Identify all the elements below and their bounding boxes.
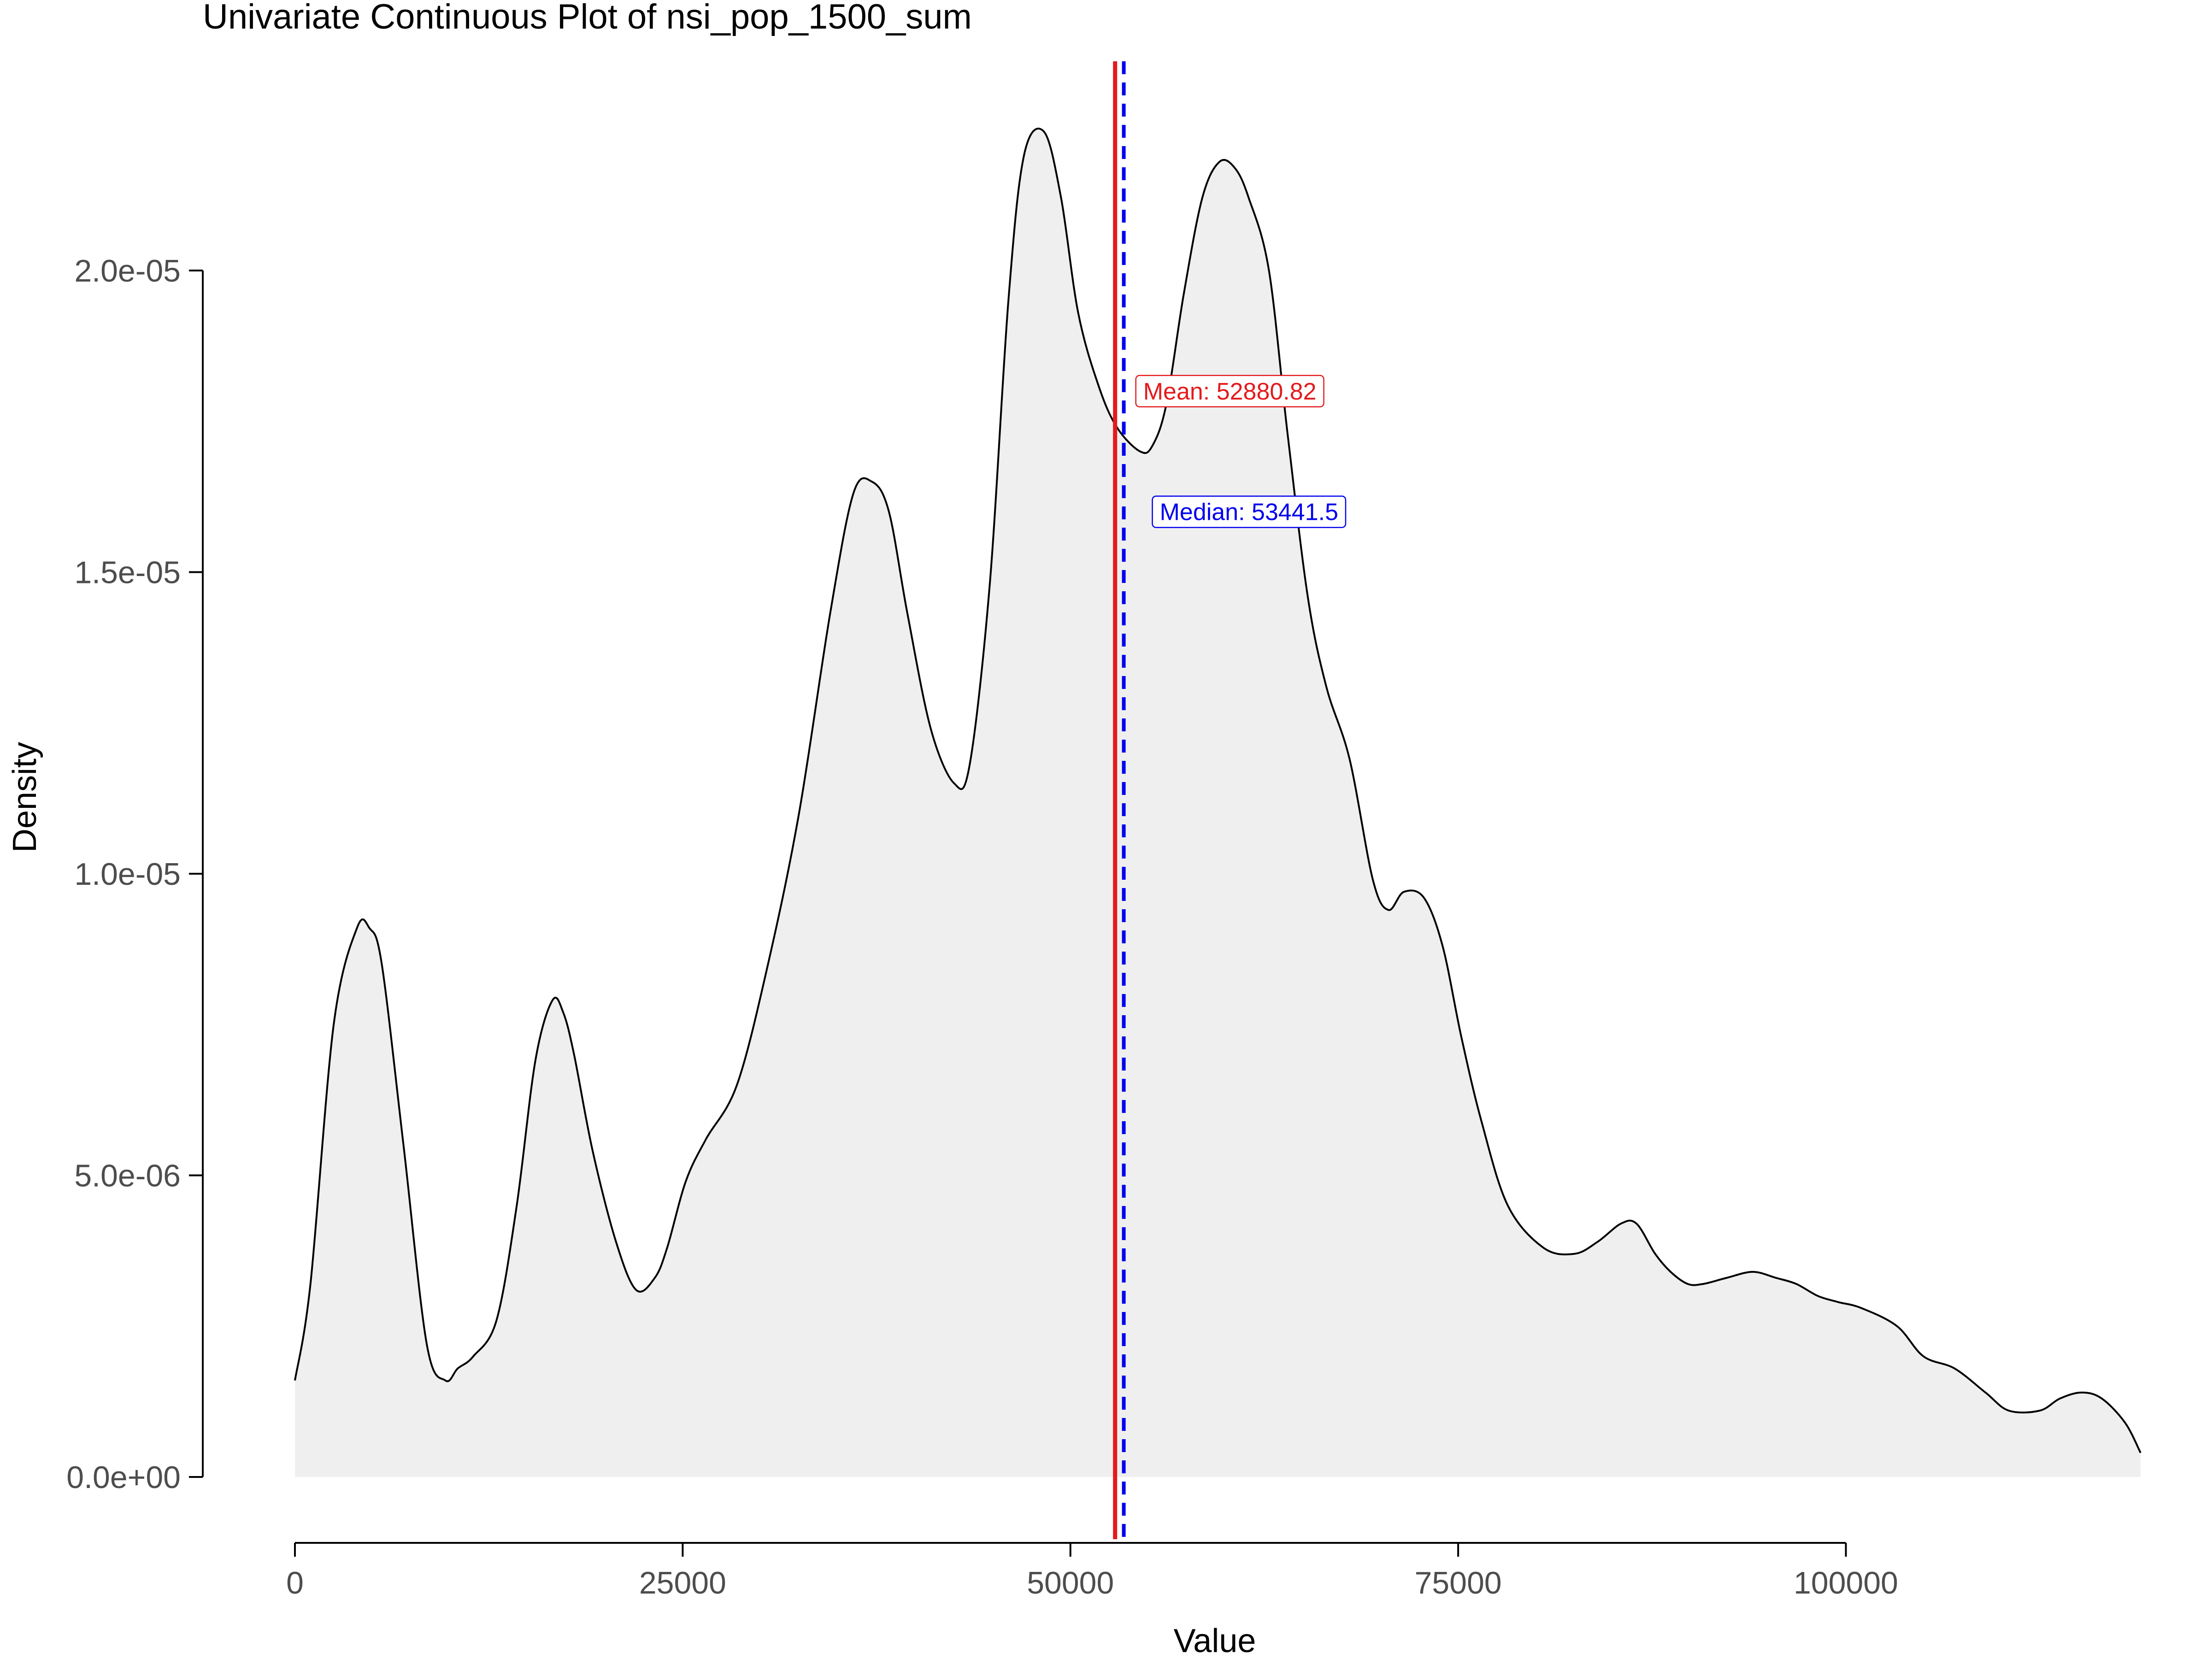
mean-label-text: Mean: 52880.82: [1143, 378, 1317, 405]
density-area-fill: [295, 128, 2141, 1477]
y-tick-label: 0.0e+00: [66, 1460, 181, 1495]
x-tick-label: 75000: [1415, 1565, 1502, 1600]
y-tick-label: 1.0e-05: [74, 857, 181, 892]
median-label: Median: 53441.5: [1152, 495, 1347, 528]
mean-label-box: [1135, 375, 1324, 408]
y-tick-label: 1.5e-05: [74, 555, 181, 590]
median-label-box: [1152, 495, 1347, 528]
y-axis: 0.0e+00 5.0e-06 1.0e-05 1.5e-05 2.0e-05: [66, 253, 204, 1495]
chart-title: Univariate Continuous Plot of nsi_pop_15…: [203, 0, 972, 36]
mean-label: Mean: 52880.82: [1135, 375, 1324, 408]
x-tick-label: 0: [286, 1565, 304, 1600]
x-axis-title: Value: [1174, 1623, 1256, 1659]
x-tick-label: 25000: [639, 1565, 726, 1600]
y-tick-label: 2.0e-05: [74, 253, 181, 288]
plot-area: Mean: 52880.82 Median: 53441.5: [294, 61, 2141, 1539]
density-curve: [294, 127, 2141, 1453]
x-tick-label: 50000: [1027, 1565, 1114, 1600]
y-tick-label: 5.0e-06: [74, 1159, 181, 1194]
y-axis-title: Density: [6, 742, 43, 853]
x-axis: 0 25000 50000 75000 100000: [286, 1542, 1898, 1600]
median-label-text: Median: 53441.5: [1160, 499, 1338, 526]
x-tick-label: 100000: [1794, 1565, 1898, 1600]
